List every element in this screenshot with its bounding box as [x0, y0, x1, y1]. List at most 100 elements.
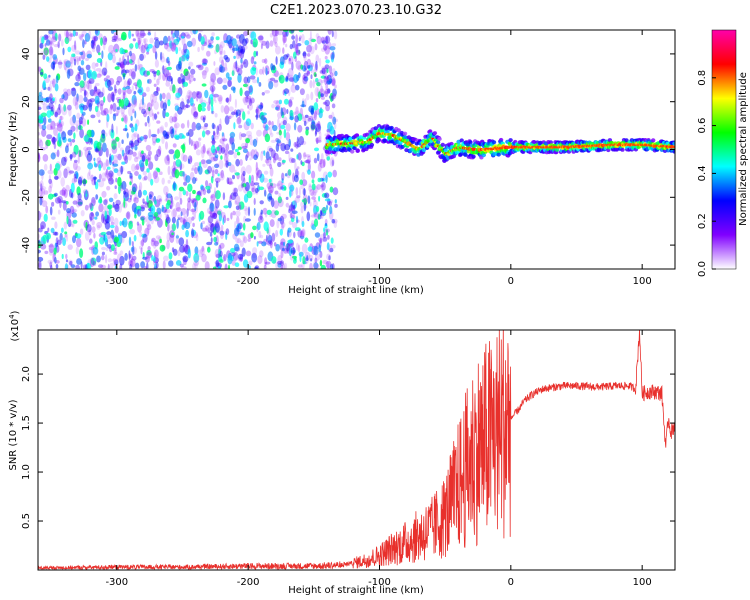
- noise-blob: [134, 145, 138, 151]
- noise-blob: [89, 257, 95, 268]
- noise-blob: [109, 262, 114, 269]
- noise-blob: [189, 97, 194, 106]
- noise-blob: [101, 87, 105, 97]
- noise-blob: [147, 79, 150, 84]
- noise-blob: [205, 180, 209, 187]
- noise-blob: [304, 40, 310, 46]
- noise-blob: [121, 231, 128, 239]
- noise-blob: [256, 129, 262, 137]
- noise-blob: [165, 216, 171, 224]
- spectrogram-x-tick-label: 100: [633, 276, 652, 287]
- noise-blob: [297, 244, 301, 253]
- noise-blob: [313, 218, 319, 227]
- noise-blob: [50, 120, 56, 130]
- noise-blob: [156, 111, 160, 115]
- noise-blob: [233, 187, 238, 194]
- noise-blob: [95, 82, 100, 87]
- noise-blob: [255, 187, 259, 194]
- noise-blob: [211, 86, 214, 97]
- noise-blob: [267, 78, 273, 84]
- noise-blob: [122, 217, 128, 228]
- noise-blob: [310, 214, 316, 218]
- noise-blob: [128, 260, 132, 267]
- snr-y-ticks: 0.51.01.52.0: [21, 366, 675, 529]
- noise-blob: [117, 141, 121, 149]
- noise-blob: [153, 266, 158, 269]
- noise-blob: [301, 100, 305, 108]
- noise-blob: [128, 30, 132, 39]
- noise-blob: [319, 237, 323, 244]
- noise-blob: [128, 221, 133, 230]
- noise-blob: [107, 81, 112, 92]
- noise-blob: [87, 172, 91, 180]
- noise-blob: [69, 154, 73, 160]
- noise-blob: [121, 237, 125, 244]
- noise-blob: [235, 148, 239, 153]
- noise-blob: [256, 76, 260, 84]
- noise-blob: [305, 93, 310, 101]
- noise-blob: [226, 217, 230, 222]
- noise-blob: [118, 57, 122, 65]
- noise-blob: [312, 79, 315, 89]
- noise-blob: [99, 142, 103, 150]
- noise-blob: [223, 67, 228, 72]
- noise-blob: [121, 117, 124, 122]
- noise-blob: [169, 175, 173, 180]
- noise-blob: [59, 232, 63, 241]
- noise-blob: [109, 215, 115, 223]
- noise-blob: [248, 151, 252, 157]
- noise-blob: [237, 117, 241, 123]
- noise-blob: [264, 212, 268, 218]
- noise-blob: [206, 241, 213, 246]
- noise-blob: [97, 91, 104, 98]
- noise-blob: [200, 247, 206, 256]
- spectrogram-y-tick-label: 20: [21, 95, 32, 108]
- noise-blob: [260, 234, 264, 239]
- noise-blob: [174, 196, 180, 201]
- noise-blob: [265, 67, 268, 76]
- noise-blob: [264, 189, 267, 197]
- noise-blob: [259, 250, 264, 258]
- noise-blob: [48, 74, 51, 78]
- noise-blob: [140, 247, 143, 255]
- noise-blob: [214, 154, 219, 159]
- noise-blob: [94, 216, 98, 220]
- noise-blob: [88, 30, 92, 39]
- noise-blob: [62, 201, 67, 211]
- noise-blob: [272, 73, 276, 77]
- noise-blob: [317, 213, 321, 220]
- noise-blob: [293, 111, 297, 116]
- noise-blob: [114, 225, 119, 234]
- noise-blob: [280, 124, 286, 130]
- noise-blob: [146, 262, 149, 269]
- noise-blob: [134, 110, 137, 119]
- noise-blob: [179, 163, 185, 170]
- noise-blob: [225, 228, 230, 236]
- noise-blob: [133, 234, 137, 242]
- noise-blob: [178, 189, 182, 200]
- noise-blob: [67, 46, 72, 53]
- noise-blob: [289, 43, 293, 50]
- noise-blob: [131, 133, 137, 140]
- signal-blob: [369, 142, 375, 147]
- noise-blob: [114, 88, 118, 94]
- noise-blob: [62, 47, 65, 56]
- noise-blob: [220, 143, 227, 153]
- noise-blob: [158, 171, 163, 175]
- noise-blob: [93, 35, 99, 42]
- noise-blob: [300, 230, 304, 240]
- noise-blob: [234, 172, 240, 176]
- noise-blob: [44, 50, 48, 58]
- noise-blob: [318, 244, 322, 253]
- signal-blob: [620, 147, 625, 152]
- noise-blob: [65, 233, 69, 242]
- noise-blob: [296, 195, 301, 199]
- noise-blob: [154, 31, 157, 40]
- noise-blob: [78, 56, 82, 62]
- noise-blob: [59, 115, 64, 121]
- noise-blob: [190, 200, 195, 204]
- noise-blob: [145, 86, 150, 93]
- noise-blob: [255, 112, 258, 121]
- noise-blob: [46, 124, 53, 131]
- noise-blob: [39, 42, 44, 49]
